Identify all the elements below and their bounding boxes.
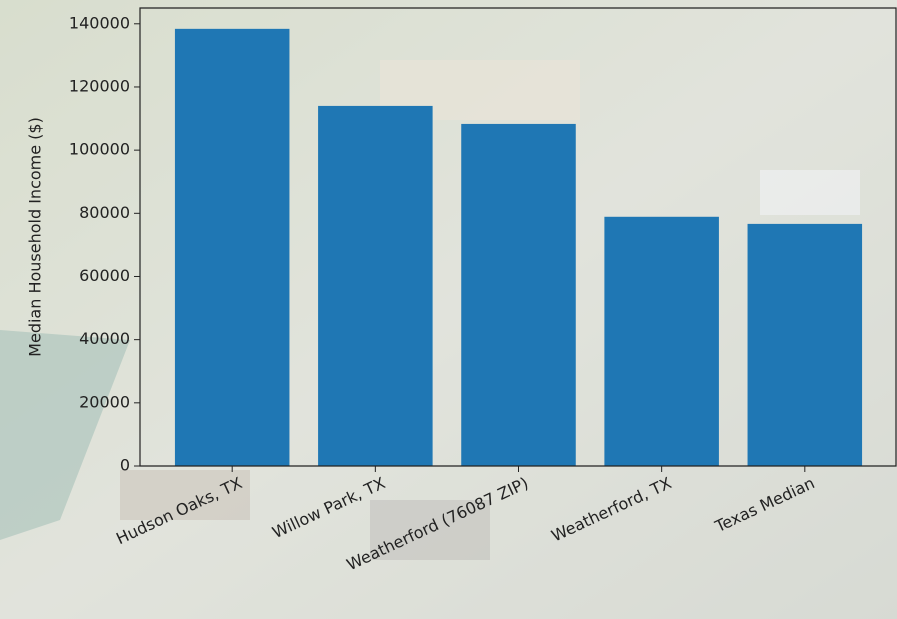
y-tick-label: 120000	[69, 76, 130, 95]
photo-house	[120, 470, 250, 520]
bar	[747, 223, 863, 466]
y-tick-label: 60000	[79, 266, 130, 285]
y-tick-label: 80000	[79, 203, 130, 222]
photo-house	[370, 500, 490, 560]
y-tick-label: 0	[120, 456, 130, 475]
y-tick-label: 140000	[69, 13, 130, 32]
bar	[174, 28, 290, 467]
photo-house	[760, 170, 860, 215]
photo-field	[0, 330, 130, 540]
y-tick-label: 20000	[79, 392, 130, 411]
y-axis-label: Median Household Income ($)	[26, 117, 45, 357]
y-tick-label: 40000	[79, 329, 130, 348]
bar	[604, 216, 719, 466]
bar	[318, 105, 433, 467]
y-tick-label: 100000	[69, 140, 130, 159]
bar	[461, 123, 576, 466]
axes-frame	[139, 7, 897, 467]
